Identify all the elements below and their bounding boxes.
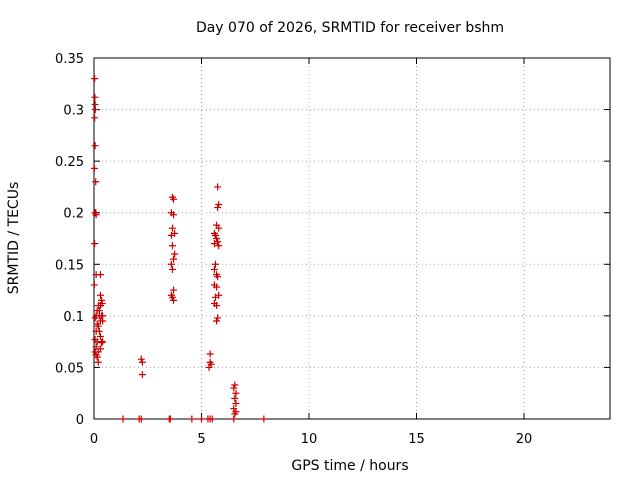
- data-point: [92, 211, 100, 219]
- plot-frame: [93, 57, 611, 420]
- data-point: [215, 242, 223, 250]
- data-point: [168, 224, 176, 232]
- data-point: [171, 250, 179, 258]
- data-point: [170, 195, 178, 203]
- data-point: [92, 343, 100, 351]
- data-point: [206, 350, 214, 358]
- data-point: [214, 183, 222, 191]
- y-tick-label: 0.35: [55, 52, 84, 67]
- y-tick-label: 0: [76, 413, 84, 428]
- data-point: [167, 260, 175, 268]
- y-tick-label: 0.15: [55, 258, 84, 273]
- data-point: [91, 106, 99, 114]
- x-tick-label: 10: [301, 432, 318, 447]
- data-point: [119, 415, 127, 423]
- data-point: [91, 114, 99, 122]
- data-point: [96, 291, 104, 299]
- data-point: [168, 265, 176, 273]
- data-point: [215, 200, 223, 208]
- data-point: [170, 286, 178, 294]
- data-point: [188, 415, 196, 423]
- data-point: [198, 415, 205, 423]
- data-point: [211, 293, 219, 301]
- y-tick-label: 0.2: [63, 207, 84, 222]
- y-tick-label: 0.25: [55, 155, 84, 170]
- data-point: [213, 317, 221, 325]
- data-series: [90, 75, 268, 423]
- chart-title: Day 070 of 2026, SRMTID for receiver bsh…: [196, 20, 504, 36]
- data-point: [168, 242, 176, 250]
- data-point: [232, 389, 240, 397]
- data-point: [210, 265, 218, 273]
- data-point: [260, 415, 268, 423]
- data-point: [167, 231, 175, 239]
- data-point: [214, 273, 222, 281]
- x-tick-label: 0: [90, 432, 98, 447]
- x-axis: 0 5 10 15 20: [90, 58, 532, 447]
- data-point: [230, 415, 238, 423]
- data-point: [232, 400, 240, 408]
- data-point: [213, 302, 221, 310]
- data-point: [208, 415, 216, 423]
- x-axis-label: GPS time / hours: [291, 458, 408, 474]
- data-point: [95, 312, 103, 320]
- y-axis-label: SRMTID / TECUs: [6, 182, 22, 295]
- data-point: [91, 314, 99, 322]
- data-point: [98, 339, 106, 347]
- data-point: [138, 371, 146, 379]
- data-point: [98, 299, 106, 307]
- x-tick-label: 20: [516, 432, 533, 447]
- y-tick-label: 0.05: [55, 361, 84, 376]
- data-point: [99, 317, 107, 325]
- data-point: [215, 224, 223, 232]
- data-point: [207, 360, 215, 368]
- data-point: [91, 348, 99, 356]
- data-point: [95, 327, 103, 335]
- data-point: [92, 178, 100, 186]
- data-point: [211, 260, 219, 268]
- data-point: [168, 293, 176, 301]
- data-point: [137, 415, 145, 423]
- data-point: [94, 322, 102, 330]
- data-point: [93, 353, 101, 361]
- data-point: [214, 204, 222, 212]
- data-point: [94, 358, 102, 366]
- data-point: [90, 164, 98, 172]
- data-point: [91, 142, 99, 150]
- data-point: [213, 283, 221, 291]
- data-point: [91, 75, 99, 83]
- data-point: [137, 355, 145, 363]
- data-point: [91, 240, 99, 248]
- data-point: [231, 394, 239, 402]
- x-tick-label: 5: [197, 432, 205, 447]
- data-point: [230, 384, 238, 392]
- data-point: [96, 271, 104, 279]
- y-tick-label: 0.3: [63, 104, 84, 119]
- data-point: [214, 314, 222, 322]
- data-point: [99, 338, 107, 346]
- data-point: [138, 358, 146, 366]
- data-point: [170, 211, 178, 219]
- data-point: [91, 93, 99, 101]
- data-point: [213, 235, 221, 242]
- data-point: [231, 381, 239, 389]
- data-point: [96, 332, 104, 340]
- data-point: [93, 307, 101, 315]
- data-point: [166, 415, 174, 423]
- data-point: [170, 255, 178, 263]
- data-point: [90, 281, 98, 289]
- data-point: [98, 296, 106, 304]
- data-point: [230, 405, 238, 413]
- data-point: [210, 240, 218, 248]
- x-tick-label: 15: [408, 432, 425, 447]
- y-tick-label: 0.1: [63, 310, 84, 325]
- data-point: [94, 302, 102, 310]
- data-point: [211, 231, 219, 239]
- data-point: [170, 296, 178, 304]
- grid-lines: [94, 58, 610, 419]
- y-axis: 0 0.05 0.1 0.15 0.2 0.25 0.3 0.35: [55, 52, 610, 428]
